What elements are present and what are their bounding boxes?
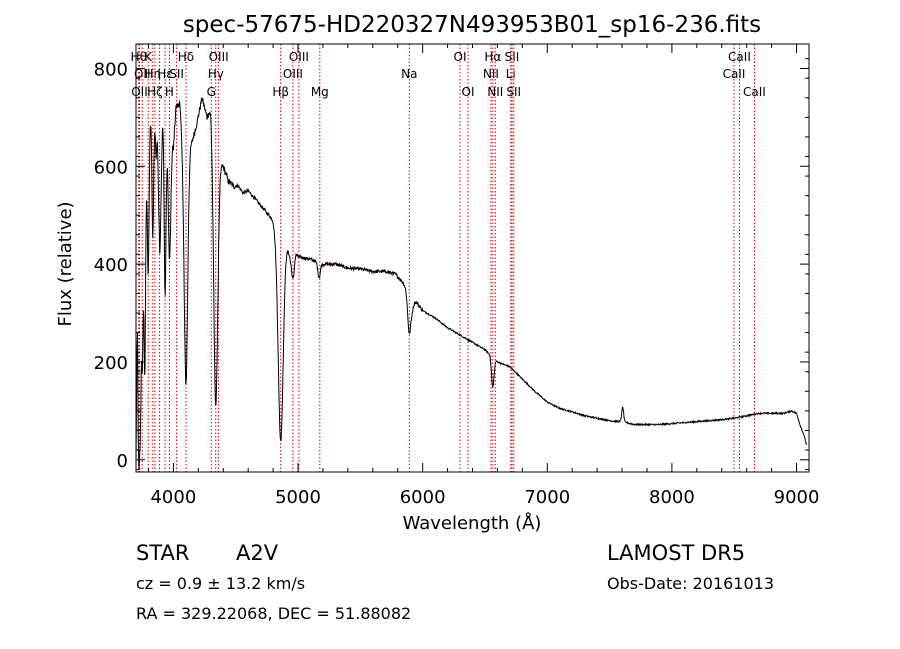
- line-marker-label-19: OI: [454, 50, 467, 64]
- y-tick-label-2: 400: [94, 255, 128, 276]
- line-marker-label-12: Hγ: [208, 67, 224, 81]
- x-tick-label-3: 7000: [524, 487, 570, 508]
- line-marker-label-18: Na: [401, 67, 417, 81]
- line-marker-label-29: CaII: [743, 85, 766, 99]
- line-marker-label-8: H: [165, 85, 174, 99]
- line-marker-label-22: Hα: [484, 50, 501, 64]
- x-tick-label-1: 5000: [275, 487, 321, 508]
- line-marker-label-10: Hδ: [178, 50, 194, 64]
- y-axis-label: Flux (relative): [55, 201, 76, 326]
- x-axis: 4000 5000 6000 7000 8000 9000: [147, 44, 820, 508]
- line-marker-label-20: OI: [462, 85, 475, 99]
- line-marker-label-15: OIII: [283, 67, 303, 81]
- line-marker-label-1: OII: [134, 67, 151, 81]
- spectral-subclass: A2V: [236, 541, 279, 565]
- line-marker-group: Hθ OII OII K Hη Hζ Hε H SII Hδ G Hγ OIII Hβ OIII OIII Mg…: [131, 44, 766, 472]
- line-marker-label-0: Hθ: [131, 50, 147, 64]
- chart-title: spec-57675-HD220327N493953B01_sp16-236.f…: [183, 12, 761, 38]
- line-marker-label-7: Hε: [157, 67, 173, 81]
- x-axis-label: Wavelength (Å): [403, 512, 542, 534]
- x-tick-label-5: 9000: [774, 487, 820, 508]
- line-marker-label-14: Hβ: [272, 85, 289, 99]
- line-marker-label-24: Li: [506, 67, 516, 81]
- spectrum-line: [135, 97, 807, 471]
- line-marker-label-9: SII: [169, 67, 184, 81]
- line-marker-label-21: NII: [483, 67, 499, 81]
- y-tick-label-1: 200: [94, 353, 128, 374]
- plot-frame: [135, 43, 810, 473]
- observation-date: Obs-Date: 20161013: [607, 574, 775, 593]
- line-marker-label-3: K: [144, 50, 153, 64]
- line-marker-label-27: CaII: [723, 67, 746, 81]
- y-tick-label-0: 0: [117, 451, 128, 472]
- line-marker-label-11: G: [207, 85, 216, 99]
- coordinates: RA = 329.22068, DEC = 51.88082: [136, 604, 412, 623]
- line-marker-label-13: OIII: [209, 50, 229, 64]
- spectrum-plot: spec-57675-HD220327N493953B01_sp16-236.f…: [55, 12, 820, 534]
- line-marker-label-25: SII: [505, 50, 520, 64]
- line-marker-label-17: Mg: [311, 85, 329, 99]
- x-tick-label-0: 4000: [150, 487, 196, 508]
- spectrum-group: [135, 97, 807, 471]
- y-axis: 0 200 400 600 800: [94, 58, 809, 472]
- line-marker-label-26: SII: [506, 85, 521, 99]
- y-tick-label-4: 800: [94, 59, 128, 80]
- y-tick-label-3: 600: [94, 157, 128, 178]
- line-marker-label-23: NII: [487, 85, 503, 99]
- line-marker-label-2: OII: [131, 85, 148, 99]
- object-class: STAR: [136, 541, 190, 565]
- survey-name: LAMOST DR5: [607, 541, 746, 565]
- line-marker-label-28: CaII: [728, 50, 751, 64]
- line-marker-label-16: OIII: [289, 50, 309, 64]
- line-marker-label-4: Hη: [145, 67, 162, 81]
- x-tick-label-2: 6000: [400, 487, 446, 508]
- x-tick-label-4: 8000: [649, 487, 695, 508]
- redshift-value: cz = 0.9 ± 13.2 km/s: [136, 574, 306, 593]
- line-marker-label-5: Hζ: [147, 85, 163, 99]
